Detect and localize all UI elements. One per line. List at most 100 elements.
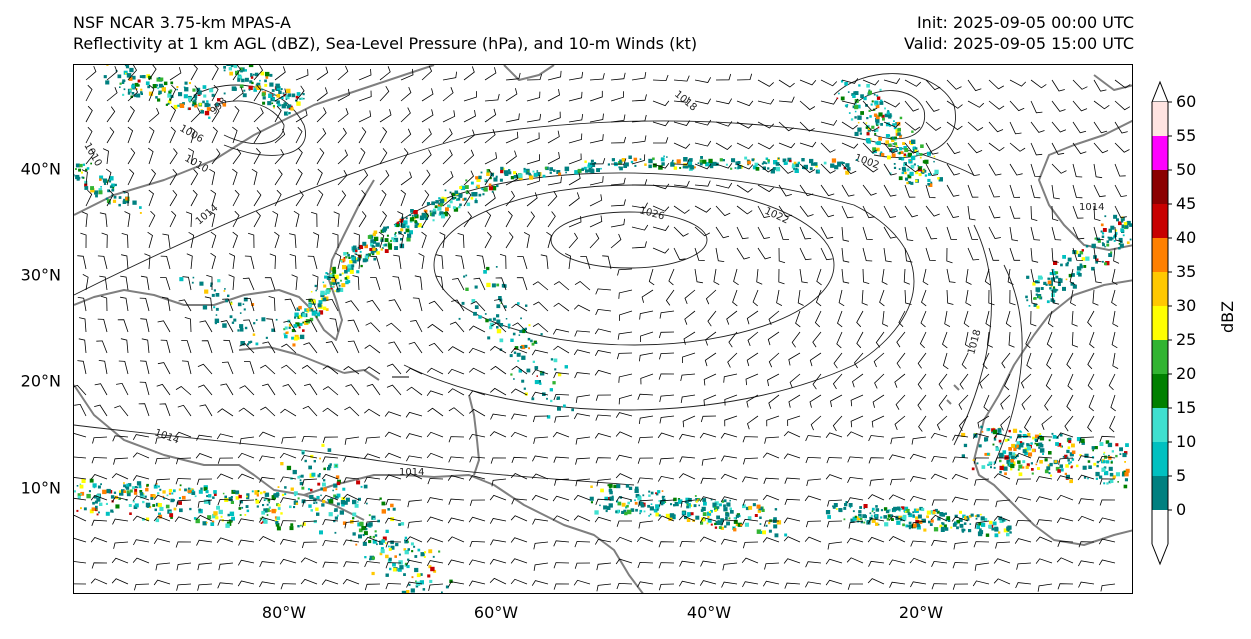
- reflectivity-cell: [860, 111, 864, 115]
- reflectivity-cell: [661, 162, 665, 166]
- reflectivity-cell: [345, 497, 350, 502]
- wind-barb: [300, 578, 318, 585]
- wind-barb: [832, 415, 843, 432]
- wind-barb: [426, 367, 444, 375]
- reflectivity-cell: [648, 490, 651, 493]
- wind-barb: [1072, 226, 1085, 240]
- reflectivity-cell: [96, 497, 101, 502]
- reflectivity-cell: [1106, 482, 1109, 485]
- isobar-1018: [393, 172, 915, 411]
- reflectivity-cell: [440, 214, 445, 219]
- wind-barb: [322, 561, 339, 568]
- wind-barb: [85, 65, 97, 81]
- wind-barb: [568, 232, 578, 249]
- wind-barb: [931, 583, 948, 590]
- reflectivity-cell: [1022, 434, 1027, 438]
- wind-barb: [850, 415, 864, 428]
- wind-barb: [532, 323, 549, 333]
- wind-barb: [426, 516, 444, 523]
- wind-barb: [615, 496, 633, 503]
- wind-barb: [640, 373, 654, 385]
- reflectivity-cell: [162, 495, 165, 498]
- reflectivity-cell: [732, 527, 735, 529]
- reflectivity-cell: [887, 514, 892, 518]
- reflectivity-cell: [1119, 243, 1124, 248]
- wind-barb: [322, 436, 339, 444]
- reflectivity-cell: [1013, 447, 1017, 451]
- wind-barb: [715, 98, 733, 105]
- wind-barb: [846, 431, 864, 438]
- reflectivity-cell: [283, 328, 286, 331]
- reflectivity-cell: [694, 495, 697, 497]
- reflectivity-cell: [840, 161, 844, 165]
- wind-barb: [631, 202, 648, 209]
- reflectivity-cell: [930, 519, 934, 523]
- wind-barb: [99, 275, 108, 291]
- reflectivity-cell: [877, 126, 880, 129]
- wind-barb: [392, 276, 402, 291]
- wind-barb: [175, 386, 192, 396]
- lat-label-10n: 10°N: [20, 478, 61, 498]
- reflectivity-cell: [701, 517, 706, 522]
- wind-barb: [757, 163, 774, 173]
- coastline-lesser-antilles: [468, 394, 480, 476]
- reflectivity-cell: [172, 489, 176, 493]
- reflectivity-cell: [489, 322, 494, 327]
- wind-barb: [384, 411, 402, 417]
- reflectivity-cell: [998, 516, 1003, 521]
- reflectivity-cell: [639, 501, 644, 506]
- wind-barb: [258, 517, 276, 523]
- wind-barb: [279, 452, 297, 459]
- wind-barb: [220, 383, 234, 396]
- wind-barb: [92, 436, 108, 444]
- wind-barb: [930, 432, 948, 439]
- wind-barb: [74, 384, 87, 396]
- reflectivity-cell: [89, 509, 94, 514]
- reflectivity-cell: [296, 101, 301, 106]
- reflectivity-cell: [385, 554, 389, 559]
- reflectivity-cell: [288, 323, 292, 327]
- reflectivity-cell: [207, 103, 211, 107]
- reflectivity-cell: [325, 272, 328, 275]
- reflectivity-cell: [989, 520, 993, 525]
- wind-barb: [447, 388, 465, 396]
- reflectivity-cell: [1069, 479, 1073, 484]
- wind-barb: [1014, 538, 1032, 544]
- reflectivity-cell: [854, 116, 857, 119]
- reflectivity-cell: [396, 224, 400, 228]
- reflectivity-cell: [701, 506, 706, 511]
- reflectivity-cell: [293, 506, 296, 509]
- wind-barb: [1030, 289, 1038, 305]
- wind-barb: [322, 456, 339, 463]
- wind-barb: [1072, 163, 1083, 178]
- reflectivity-cell: [1007, 438, 1010, 441]
- reflectivity-cell: [81, 176, 84, 179]
- reflectivity-cell: [260, 522, 263, 524]
- wind-barb: [720, 432, 738, 439]
- reflectivity-cell: [322, 297, 327, 302]
- wind-barb: [658, 373, 675, 380]
- wind-barb: [511, 498, 528, 505]
- wind-barb: [427, 323, 444, 333]
- reflectivity-cell: [189, 489, 193, 493]
- wind-barb: [397, 211, 404, 228]
- reflectivity-cell: [871, 510, 874, 513]
- reflectivity-cell: [889, 124, 892, 127]
- reflectivity-cell: [635, 486, 639, 491]
- wind-barb: [988, 226, 1001, 239]
- colorbar-tick-label: 10: [1176, 432, 1196, 451]
- reflectivity-cell: [337, 288, 341, 292]
- reflectivity-cell: [129, 89, 132, 92]
- reflectivity-cell: [223, 92, 226, 95]
- reflectivity-cell: [342, 258, 346, 262]
- reflectivity-cell: [663, 495, 666, 498]
- reflectivity-cell: [310, 488, 313, 492]
- reflectivity-cell: [984, 517, 988, 521]
- reflectivity-cell: [1038, 446, 1041, 449]
- reflectivity-cell: [872, 147, 876, 152]
- reflectivity-cell: [966, 517, 970, 521]
- reflectivity-cell: [852, 516, 857, 521]
- reflectivity-cell: [844, 82, 848, 86]
- wind-barb: [652, 163, 670, 169]
- reflectivity-cell: [1044, 469, 1049, 474]
